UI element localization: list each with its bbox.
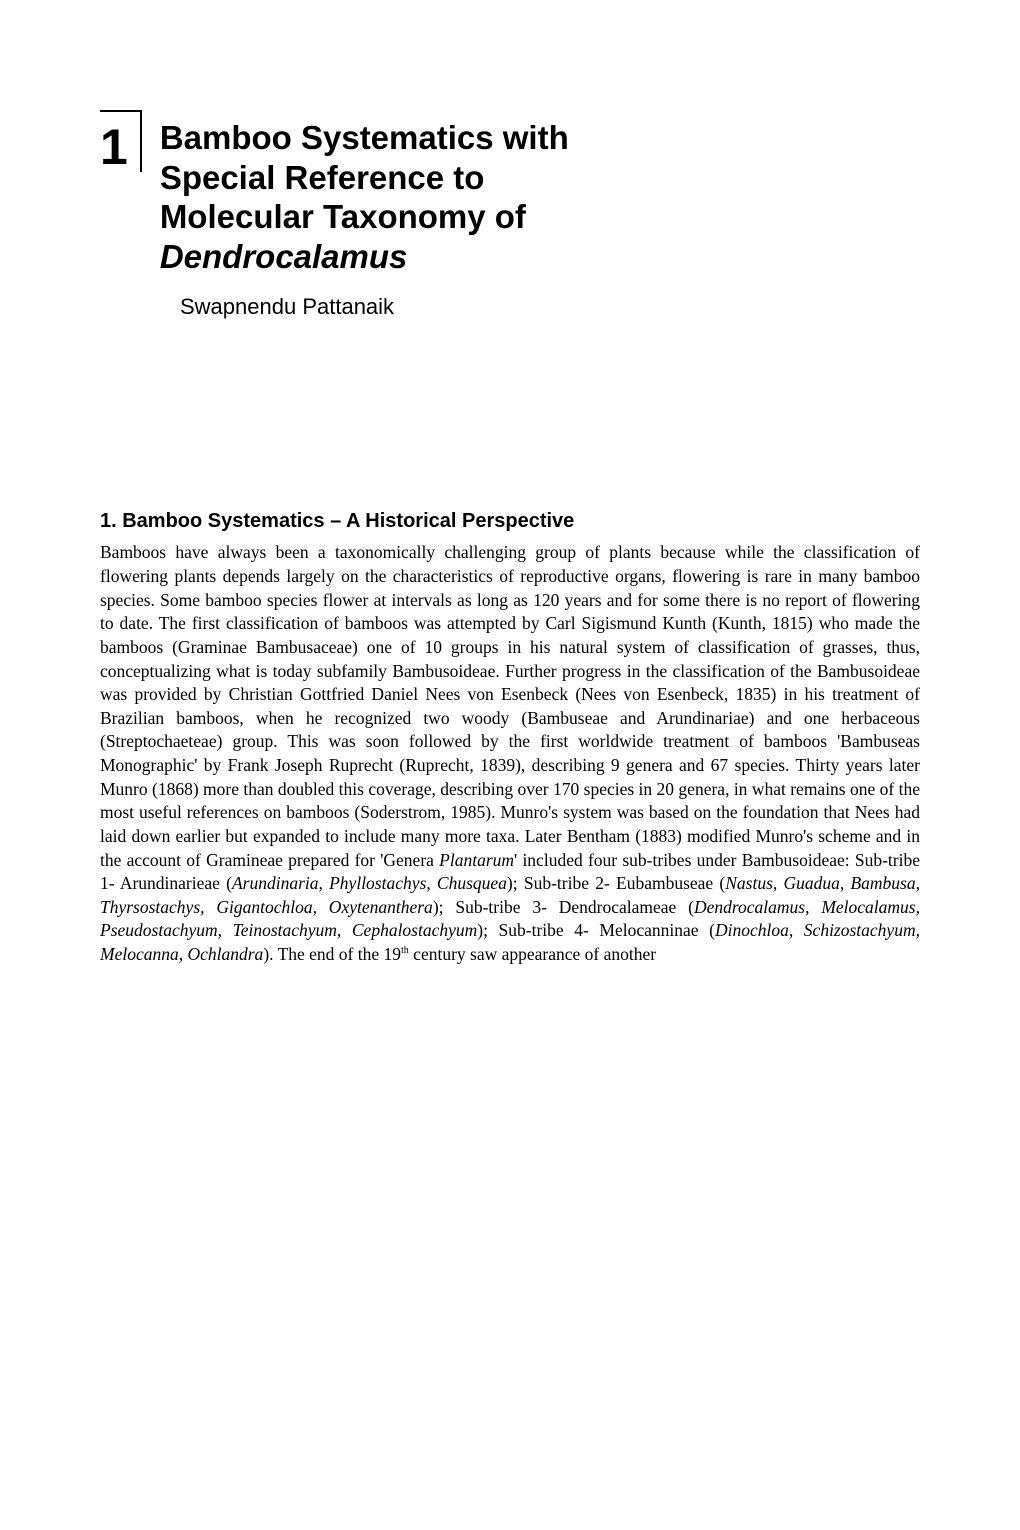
body-italic-plantarum: Plantarum: [439, 850, 514, 870]
chapter-title: Bamboo Systematics with Special Referenc…: [160, 110, 569, 276]
chapter-title-line4: Dendrocalamus: [160, 238, 408, 275]
body-superscript-th: th: [401, 945, 409, 956]
body-italic-arundinaria: Arundinaria, Phyllostachys, Chusquea: [232, 873, 507, 893]
section-heading: 1. Bamboo Systematics – A Historical Per…: [100, 510, 920, 533]
body-text-part5: ); Sub-tribe 4- Melocanninae (: [477, 920, 715, 940]
body-text-part1: Bamboos have always been a taxonomically…: [100, 542, 920, 869]
body-text-part4: ); Sub-tribe 3- Dendrocalameae (: [433, 897, 694, 917]
chapter-title-line2: Special Reference to: [160, 159, 485, 196]
body-text-part3: ); Sub-tribe 2- Eubambuseae (: [507, 873, 725, 893]
chapter-title-line1: Bamboo Systematics with: [160, 119, 569, 156]
chapter-title-line3: Molecular Taxonomy of: [160, 198, 526, 235]
chapter-number: 1: [100, 122, 128, 172]
chapter-header: 1 Bamboo Systematics with Special Refere…: [100, 110, 920, 276]
body-text-part7: century saw appearance of another: [409, 944, 656, 964]
chapter-number-border: 1: [100, 110, 142, 172]
body-paragraph: Bamboos have always been a taxonomically…: [100, 541, 920, 966]
author-name: Swapnendu Pattanaik: [180, 294, 920, 320]
body-text-part6: ). The end of the 19: [263, 944, 401, 964]
